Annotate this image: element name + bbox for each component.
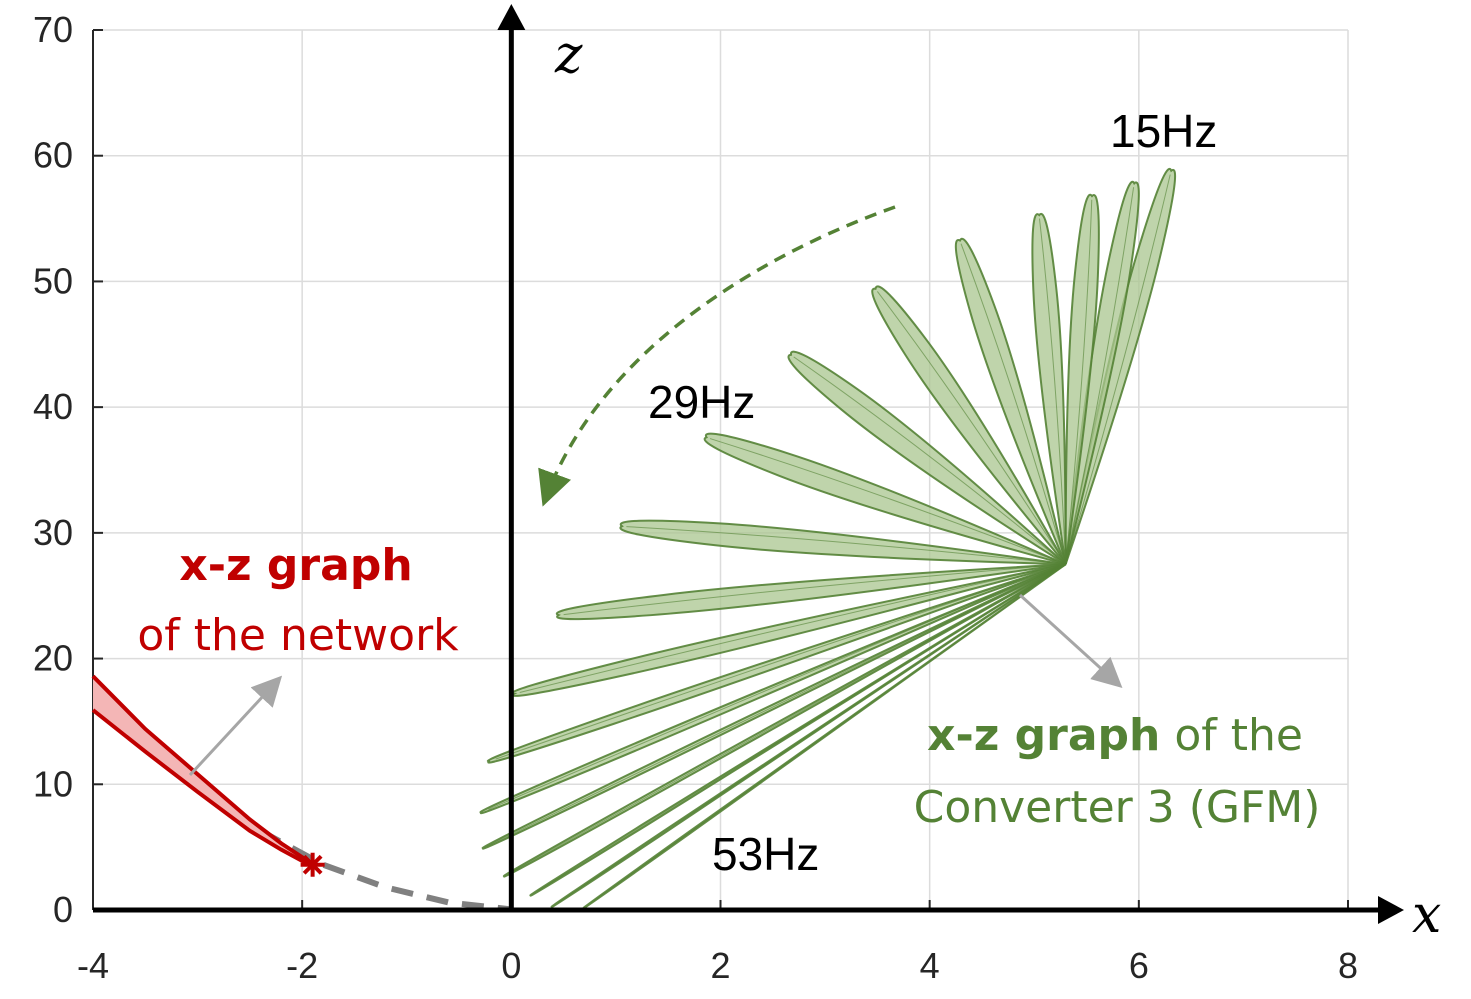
- converter-annotation-line2: Converter 3 (GFM): [914, 782, 1321, 833]
- converter-annotation-arrow: [1018, 593, 1123, 689]
- x-axis-arrowhead: [1378, 896, 1404, 924]
- converter-lobe-strand-4: [960, 243, 1067, 565]
- y-tick-label-5: 50: [33, 260, 73, 301]
- converter-lobe-strand-12: [488, 563, 1066, 810]
- converter-lobe-strand-9: [563, 563, 1066, 616]
- y-tick-label-3: 30: [33, 512, 73, 553]
- converter-lobe-10: [511, 563, 1066, 697]
- network-endpoint-marker: [300, 852, 325, 877]
- label-53hz: 53Hz: [712, 828, 819, 880]
- network-annotation-arrow: [188, 675, 283, 777]
- label-15hz: 15Hz: [1110, 105, 1217, 157]
- network-xz-graph: [91, 674, 512, 913]
- converter-lobe-strand-0: [1065, 174, 1171, 565]
- converter-lobe-strand-6: [793, 356, 1066, 565]
- frequency-direction-arrow: [538, 205, 896, 507]
- x-tick-label-6: 8: [1338, 945, 1358, 986]
- y-tick-label-4: 40: [33, 386, 73, 427]
- network-curve-upper: [91, 674, 314, 866]
- main-axes: [93, 4, 1404, 924]
- converter-lobe-strand-1: [1065, 187, 1135, 565]
- converter-lobe-11: [487, 563, 1066, 764]
- converter-annotation-line1: x-z graph of the: [927, 710, 1303, 761]
- converter-lobe-strand-3: [1038, 218, 1067, 565]
- x-tick-label-0: -4: [77, 945, 109, 986]
- converter-lobe-strand-15: [537, 563, 1066, 892]
- converter-lobe-strand-16: [558, 563, 1066, 903]
- converter-lobe-9: [555, 563, 1066, 621]
- x-tick-label-3: 2: [710, 945, 730, 986]
- network-band: [93, 676, 313, 865]
- converter-lobe-12: [479, 563, 1067, 815]
- y-tick-label-1: 10: [33, 763, 73, 804]
- converter-lobe-strand-10: [519, 563, 1066, 693]
- network-annotation-line1: x-z graph: [179, 540, 412, 591]
- converter-lobe-5: [871, 285, 1067, 565]
- x-tick-label-2: 0: [501, 945, 521, 986]
- converter-lobe-strand-5: [876, 291, 1067, 565]
- converter-lobe-strand-8: [626, 526, 1066, 565]
- z-axis-arrowhead: [497, 4, 526, 30]
- converter-lobe-strand-17: [589, 563, 1066, 905]
- network-curve-lower: [91, 708, 314, 867]
- y-tick-label-7: 70: [33, 9, 73, 50]
- y-tick-label-2: 20: [33, 638, 73, 679]
- x-tick-label-5: 6: [1129, 945, 1149, 986]
- y-tick-label-6: 60: [33, 135, 73, 176]
- converter-lobe-strand-2: [1065, 199, 1093, 565]
- converter-lobe-3: [1031, 212, 1067, 565]
- network-annotation-line2: of the network: [137, 610, 459, 661]
- x-axis-label: x: [1412, 885, 1441, 945]
- converter-lobe-strand-11: [495, 563, 1066, 760]
- converter-xz-graph: [479, 168, 1177, 910]
- network-dashed-extension: [258, 828, 512, 913]
- converter-lobe-4: [954, 237, 1067, 565]
- x-tick-label-1: -2: [286, 945, 318, 986]
- label-29hz: 29Hz: [648, 376, 755, 428]
- x-tick-label-4: 4: [920, 945, 940, 986]
- y-tick-label-0: 0: [53, 889, 73, 930]
- tick-labels: 0 10 20 30 40 50 60 70 -4 -2 0 2 4 6 8: [33, 9, 1358, 986]
- converter-lobe-6: [787, 350, 1067, 566]
- z-axis-label: z: [554, 25, 583, 85]
- converter-lobe-strand-14: [511, 563, 1066, 873]
- converter-lobe-strand-7: [709, 438, 1066, 565]
